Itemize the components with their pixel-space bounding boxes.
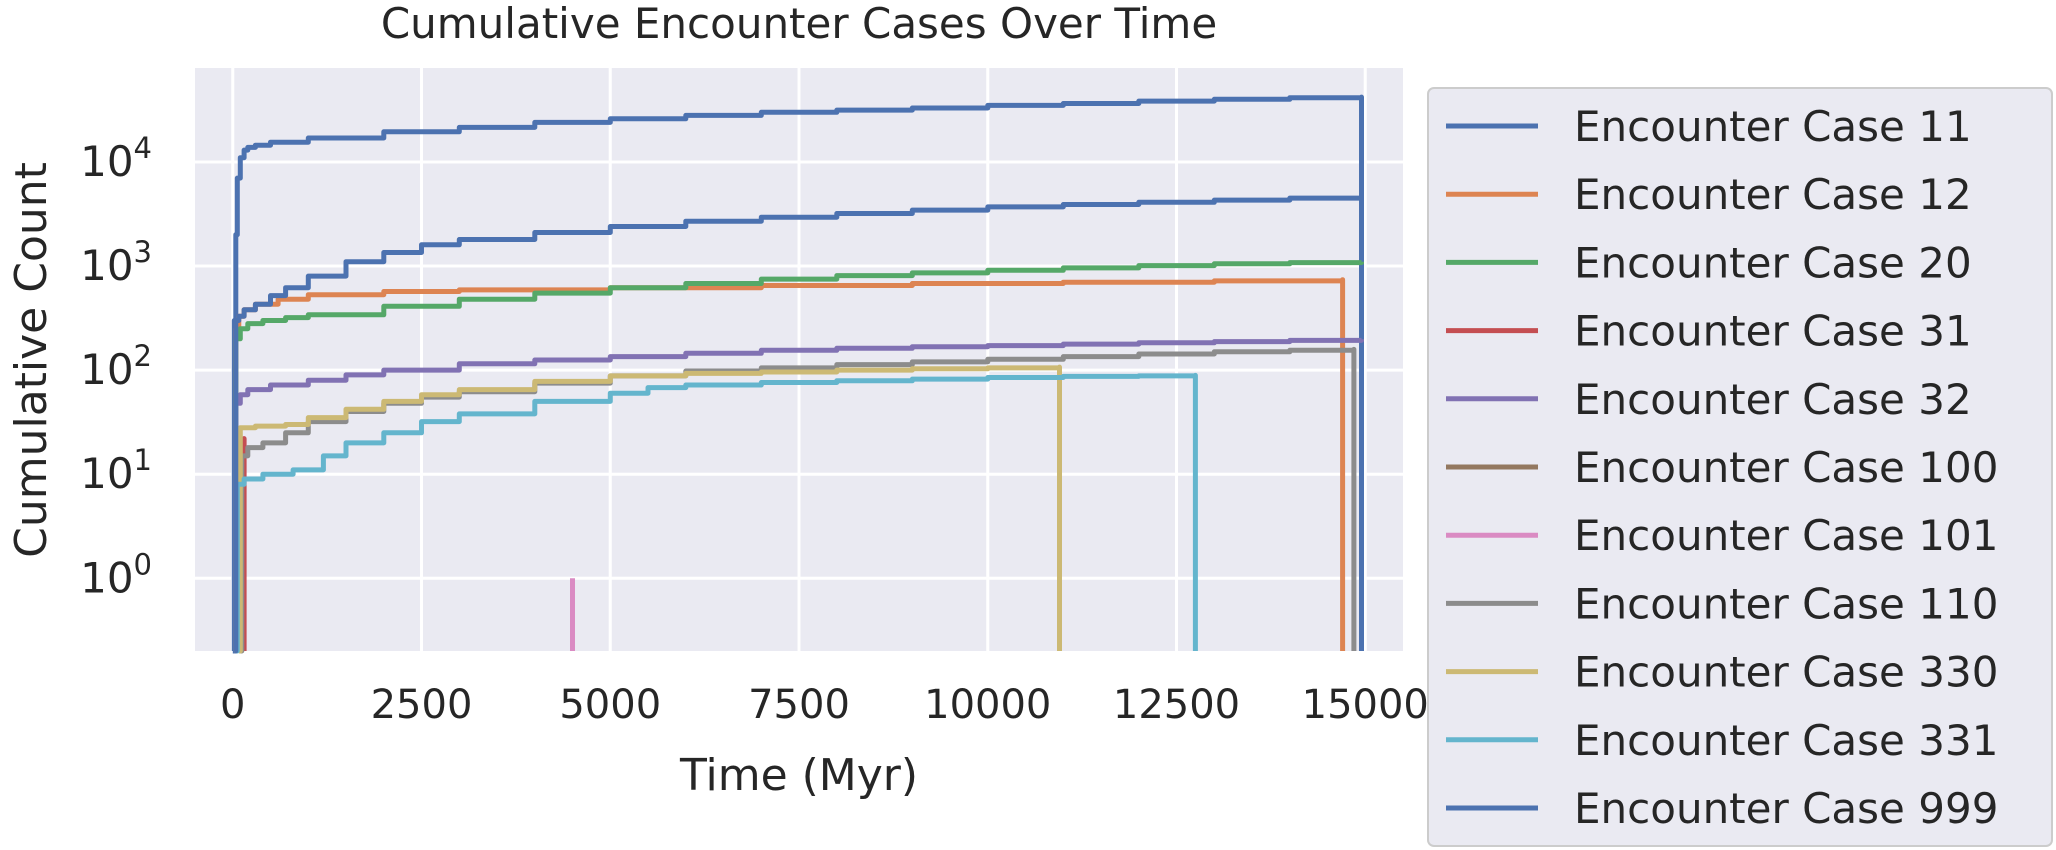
x-tick-labels: 0 2500 5000 7500 10000 12500 15000 <box>220 682 1429 728</box>
x-tick-label: 0 <box>220 682 245 728</box>
legend-label-4: Encounter Case 32 <box>1574 375 1972 424</box>
legend-label-10: Encounter Case 999 <box>1574 784 1998 833</box>
y-tick-label: 100 <box>80 547 152 602</box>
legend-label-6: Encounter Case 101 <box>1574 511 1998 560</box>
legend-label-1: Encounter Case 12 <box>1574 170 1972 219</box>
legend-label-2: Encounter Case 20 <box>1574 238 1972 287</box>
y-tick-label: 102 <box>80 339 152 394</box>
series-line-4 <box>233 337 1364 654</box>
series-line-9 <box>234 372 1198 654</box>
series-line-2 <box>233 260 1364 654</box>
series-lines <box>231 94 1364 654</box>
y-axis-label: Cumulative Count <box>6 162 57 558</box>
legend-label-7: Encounter Case 110 <box>1574 579 1998 628</box>
legend-frame <box>1427 87 2053 847</box>
y-tick-label: 101 <box>80 443 152 498</box>
series-line-0 <box>231 94 1364 654</box>
legend-label-9: Encounter Case 331 <box>1574 716 1998 765</box>
legend-label-8: Encounter Case 330 <box>1574 648 1998 697</box>
legend-label-0: Encounter Case 11 <box>1574 102 1972 151</box>
series-line-10 <box>233 195 1364 654</box>
y-tick-label: 104 <box>80 131 152 186</box>
series-line-8 <box>237 364 1062 654</box>
legend-label-3: Encounter Case 31 <box>1574 307 1972 356</box>
x-tick-label: 2500 <box>371 682 473 728</box>
x-tick-label: 12500 <box>1113 682 1240 728</box>
y-tick-label: 103 <box>80 235 152 290</box>
chart-title: Cumulative Encounter Cases Over Time <box>381 0 1217 48</box>
x-tick-label: 10000 <box>924 682 1051 728</box>
x-tick-label: 5000 <box>559 682 661 728</box>
y-tick-labels: 100 101 102 103 104 <box>80 131 152 602</box>
x-tick-label: 7500 <box>748 682 850 728</box>
x-tick-label: 15000 <box>1302 682 1429 728</box>
x-axis-label: Time (Myr) <box>679 750 918 801</box>
legend-label-5: Encounter Case 100 <box>1574 443 1998 492</box>
legend: Encounter Case 11 Encounter Case 12 Encoun… <box>1427 87 2053 847</box>
